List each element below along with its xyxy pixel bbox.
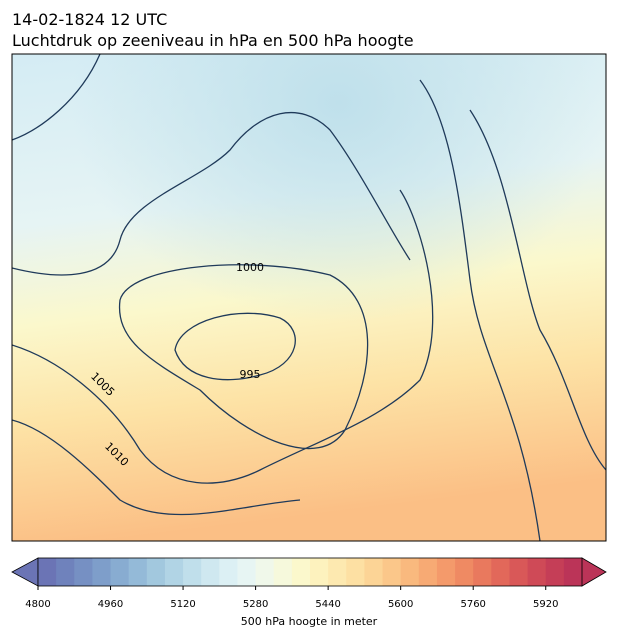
colorbar-segment — [563, 558, 583, 586]
colorbar-segment — [509, 558, 529, 586]
colorbar-segment — [473, 558, 492, 586]
colorbar-segment — [255, 558, 275, 586]
colorbar-tick-label: 4800 — [25, 599, 50, 610]
colorbar-extend-high — [581, 557, 607, 587]
colorbar: 4800 4960 5120 5280 5440 5600 5760 5920 — [11, 557, 607, 610]
colorbar-segment — [436, 558, 456, 586]
colorbar-segment — [56, 558, 75, 586]
colorbar-segment — [291, 558, 311, 586]
colorbar-tick-label: 5600 — [388, 599, 413, 610]
colorbar-segment — [382, 558, 402, 586]
colorbar-tick-label: 5120 — [170, 599, 195, 610]
colorbar-segment — [418, 558, 438, 586]
colorbar-extend-low — [11, 557, 39, 587]
colorbar-segment — [74, 558, 93, 586]
colorbar-segment — [183, 558, 202, 586]
contour-label: 995 — [240, 368, 261, 381]
colorbar-segment — [400, 558, 420, 586]
colorbar-tick-label: 5280 — [243, 599, 268, 610]
colorbar-segment — [310, 558, 329, 586]
colorbar-segment — [92, 558, 112, 586]
colorbar-segment — [364, 558, 384, 586]
colorbar-frame — [37, 557, 583, 587]
contour-label: 1000 — [236, 261, 264, 274]
colorbar-segment — [237, 558, 257, 586]
colorbar-segment — [128, 558, 148, 586]
subtitle: Luchtdruk op zeeniveau in hPa en 500 hPa… — [12, 31, 414, 50]
colorbar-segment — [38, 558, 57, 586]
colorbar-segment — [146, 558, 166, 586]
colorbar-segment — [346, 558, 365, 586]
colorbar-segment — [201, 558, 220, 586]
colorbar-segment — [491, 558, 510, 586]
colorbar-segment — [219, 558, 238, 586]
colorbar-tick-label: 5920 — [533, 599, 558, 610]
colorbar-segment — [328, 558, 347, 586]
colorbar-tick-label: 5440 — [315, 599, 340, 610]
colorbar-tick-label: 4960 — [98, 599, 123, 610]
map-frame — [11, 53, 607, 542]
colorbar-segment — [455, 558, 474, 586]
colorbar-segment — [527, 558, 547, 586]
colorbar-segment — [164, 558, 184, 586]
colorbar-segment — [545, 558, 565, 586]
title: 14-02-1824 12 UTC — [12, 10, 167, 29]
colorbar-tick-label: 5760 — [460, 599, 485, 610]
colorbar-label: 500 hPa hoogte in meter — [241, 615, 378, 628]
colorbar-segment — [273, 558, 293, 586]
map: 1000 995 1005 1010 — [12, 54, 606, 541]
colorbar-segment — [110, 558, 130, 586]
